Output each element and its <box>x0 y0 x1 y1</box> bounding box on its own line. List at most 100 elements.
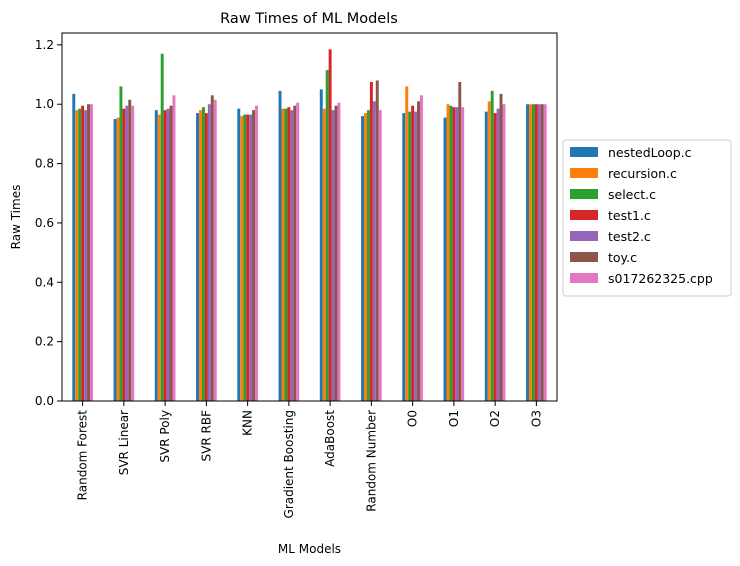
x-tick-label: O1 <box>447 410 461 427</box>
bar <box>411 105 415 402</box>
bar <box>458 81 462 401</box>
bar <box>361 116 365 401</box>
legend-items: nestedLoop.c recursion.c select.c test1.c te… <box>570 145 713 286</box>
bar <box>163 110 167 401</box>
bar <box>201 107 205 401</box>
bar <box>455 107 459 401</box>
bar <box>499 93 503 401</box>
bar <box>449 105 453 402</box>
bar <box>496 108 500 402</box>
bar <box>154 110 158 401</box>
y-tick-label: 0.2 <box>35 335 54 349</box>
bar <box>196 113 200 401</box>
bar <box>461 107 465 401</box>
legend-swatch <box>570 147 598 157</box>
bar <box>531 104 535 401</box>
bar <box>375 80 379 401</box>
bar <box>210 95 214 401</box>
bar <box>414 111 418 402</box>
bar <box>78 108 82 402</box>
bar <box>252 110 255 401</box>
x-tick-label: O3 <box>529 410 543 427</box>
bar <box>122 108 126 402</box>
bar <box>419 95 423 401</box>
bar <box>537 104 541 401</box>
bar <box>319 89 323 401</box>
y-tick-label: 1.0 <box>35 97 54 111</box>
bar <box>237 108 241 402</box>
bar <box>325 70 329 401</box>
bar <box>281 108 285 402</box>
x-tick-label: SVR Poly <box>158 410 172 463</box>
bar <box>452 107 456 401</box>
bar <box>166 108 170 402</box>
x-tick-label: O0 <box>406 410 420 427</box>
bar <box>402 113 406 401</box>
bar <box>84 110 88 401</box>
bar <box>405 86 409 402</box>
bar <box>487 101 491 401</box>
bar <box>254 105 258 402</box>
bar <box>119 86 123 402</box>
bar <box>540 104 544 401</box>
bar <box>157 114 161 402</box>
bar <box>243 114 247 402</box>
bar <box>526 104 530 401</box>
bar <box>172 95 176 401</box>
legend-label: test1.c <box>608 208 651 223</box>
bar <box>128 99 132 402</box>
bar <box>160 53 164 402</box>
bar <box>287 107 291 401</box>
chart-title: Raw Times of ML Models <box>220 11 398 27</box>
legend-label: select.c <box>608 187 656 202</box>
bar <box>213 99 217 402</box>
bar <box>290 110 294 401</box>
y-tick-label: 1.2 <box>35 38 54 52</box>
bar <box>293 105 297 402</box>
x-tick-label: SVR Linear <box>117 410 131 475</box>
legend-swatch <box>570 252 598 262</box>
legend-frame <box>562 139 732 297</box>
bar <box>72 93 76 401</box>
bar <box>246 114 250 402</box>
bar <box>89 104 93 401</box>
y-tick-label: 0.0 <box>35 394 54 408</box>
x-tick-label: SVR RBF <box>199 410 213 462</box>
bar <box>116 117 120 401</box>
bar <box>534 104 538 401</box>
x-tick-label: Random Number <box>364 410 378 512</box>
bar <box>529 104 532 401</box>
x-tick-label: KNN <box>241 410 255 436</box>
bar <box>502 104 506 401</box>
legend-swatch <box>570 231 598 241</box>
bar <box>240 116 244 401</box>
bar <box>378 110 382 401</box>
y-axis-ticks: 0.0 0.2 0.4 0.6 0.8 1.0 1.2 <box>35 38 62 408</box>
x-tick-label: Gradient Boosting <box>282 410 296 518</box>
bar <box>328 49 332 401</box>
bar <box>366 110 370 401</box>
bar <box>493 113 497 401</box>
bar <box>199 110 202 401</box>
bar <box>484 111 488 402</box>
legend-swatch <box>570 189 598 199</box>
y-tick-label: 0.4 <box>35 275 54 289</box>
x-tick-label: O2 <box>488 410 502 427</box>
bar <box>369 81 373 401</box>
legend-label: toy.c <box>608 250 637 265</box>
bar <box>249 114 253 402</box>
bar <box>334 105 338 402</box>
x-axis-ticks: Random Forest SVR Linear SVR Poly SVR RBF KN… <box>76 401 543 518</box>
y-tick-label: 0.8 <box>35 157 54 171</box>
legend-swatch <box>570 210 598 220</box>
legend: nestedLoop.c recursion.c select.c test1.c te… <box>562 139 732 297</box>
bar <box>284 108 288 402</box>
bar <box>81 105 85 402</box>
bar <box>490 90 494 402</box>
bar <box>204 113 208 401</box>
legend-swatch <box>570 168 598 178</box>
legend-label: s017262325.cpp <box>608 271 713 286</box>
bar <box>296 102 300 402</box>
bar <box>131 105 135 402</box>
